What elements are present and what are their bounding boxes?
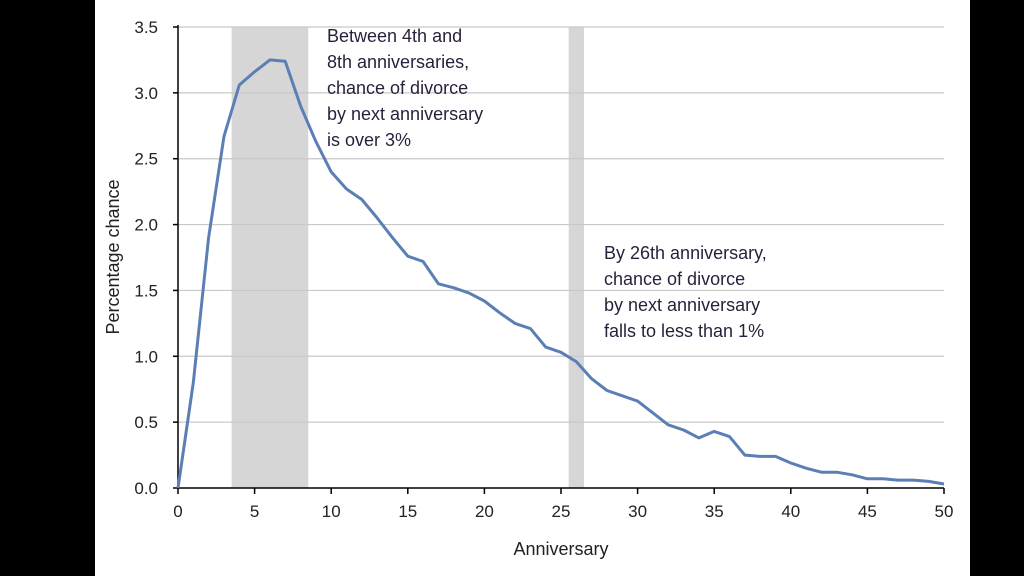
x-tick-label: 35	[705, 502, 724, 521]
annotation-line: chance of divorce	[604, 269, 745, 289]
series-line	[176, 58, 945, 489]
annotation-line: 8th anniversaries,	[327, 52, 469, 72]
x-tick-label: 5	[250, 502, 259, 521]
annotation-line: is over 3%	[327, 130, 411, 150]
x-tick-label: 15	[398, 502, 417, 521]
shaded-band	[568, 27, 584, 488]
x-tick-label: 0	[173, 502, 182, 521]
y-tick-label: 0.0	[134, 479, 158, 498]
y-tick-label: 1.0	[134, 347, 158, 366]
x-tick-label: 20	[475, 502, 494, 521]
y-tick-label: 3.0	[134, 84, 158, 103]
y-tick-label: 2.0	[134, 216, 158, 235]
x-tick-label: 30	[628, 502, 647, 521]
shaded-band	[231, 27, 309, 488]
x-axis-label: Anniversary	[513, 539, 608, 559]
annotation-line: Between 4th and	[327, 26, 462, 46]
y-axis-label: Percentage chance	[103, 179, 123, 334]
x-tick-label: 10	[322, 502, 341, 521]
annotation-line: chance of divorce	[327, 78, 468, 98]
annotation-line: by next anniversary	[604, 295, 760, 315]
y-tick-label: 0.5	[134, 413, 158, 432]
y-tick-label: 3.5	[134, 18, 158, 37]
annotation-line: by next anniversary	[327, 104, 483, 124]
y-tick-label: 2.5	[134, 150, 158, 169]
y-tick-label: 1.5	[134, 281, 158, 300]
x-tick-label: 45	[858, 502, 877, 521]
x-tick-label: 25	[552, 502, 571, 521]
annotation-line: falls to less than 1%	[604, 321, 764, 341]
x-tick-label: 50	[935, 502, 954, 521]
annotation-line: By 26th anniversary,	[604, 243, 767, 263]
x-tick-label: 40	[781, 502, 800, 521]
